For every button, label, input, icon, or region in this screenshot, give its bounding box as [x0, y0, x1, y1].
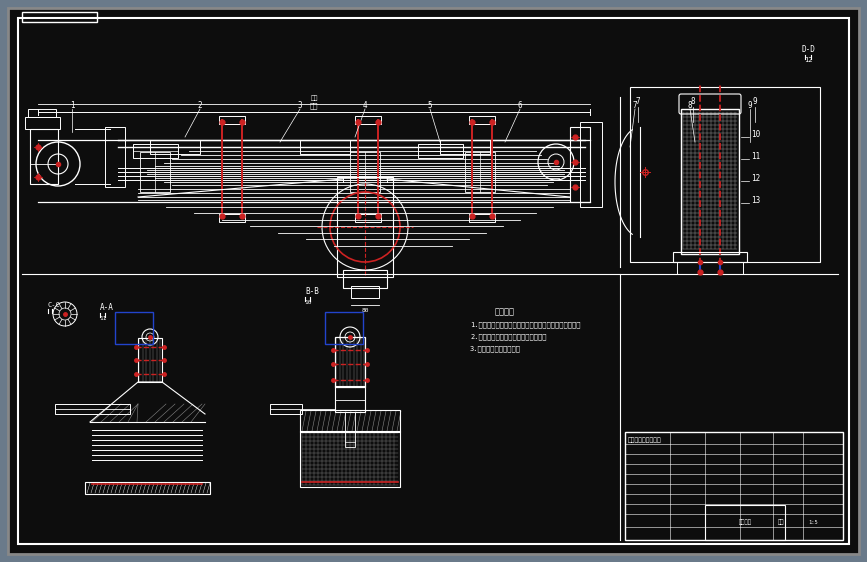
Bar [705, 505, 785, 540]
Text: 技术要求: 技术要求 [495, 307, 515, 316]
Bar [351, 286, 379, 298]
Text: 8: 8 [691, 97, 695, 106]
Bar [219, 214, 245, 222]
Bar [150, 140, 200, 154]
Text: 图纸编号: 图纸编号 [739, 519, 752, 525]
Text: 7: 7 [636, 97, 641, 106]
Bar [469, 116, 495, 124]
Bar [337, 177, 393, 277]
Bar [55, 404, 130, 414]
Bar [270, 404, 302, 414]
Text: 13: 13 [751, 196, 760, 205]
Bar [85, 482, 210, 494]
Bar [465, 152, 495, 192]
Bar [673, 252, 747, 262]
Bar [440, 140, 490, 154]
Bar [580, 122, 602, 207]
Bar [325, 312, 363, 344]
Text: 5: 5 [427, 101, 433, 110]
Bar [25, 117, 60, 129]
Bar [335, 386, 365, 412]
Bar [105, 127, 125, 187]
Bar [140, 152, 170, 192]
Text: 11: 11 [751, 152, 760, 161]
Text: 1: 1 [69, 101, 75, 110]
Bar [355, 116, 381, 124]
Bar [300, 431, 400, 487]
Bar [219, 116, 245, 124]
Text: 总长: 总长 [310, 102, 318, 108]
Text: 10: 10 [304, 300, 312, 305]
Text: B-B: B-B [305, 287, 319, 296]
Text: 11: 11 [99, 316, 107, 321]
Bar [350, 152, 380, 192]
Bar [418, 144, 463, 158]
Text: A-A: A-A [100, 303, 114, 312]
Text: 1.钢板弹簧表面采用抛丸处理工艺来提高钢板弹簧寿命。: 1.钢板弹簧表面采用抛丸处理工艺来提高钢板弹簧寿命。 [470, 321, 581, 328]
Text: 3.刚工表面均匀无气泡。: 3.刚工表面均匀无气泡。 [470, 345, 521, 352]
Text: 4: 4 [362, 101, 368, 110]
Bar [570, 127, 590, 202]
Text: 总长: 总长 [310, 96, 317, 101]
Bar [300, 140, 350, 154]
Text: 2.使用厂家标准组件有良好的互换性。: 2.使用厂家标准组件有良好的互换性。 [470, 333, 546, 339]
Bar [677, 262, 743, 274]
Text: 中型货车后悬架设计: 中型货车后悬架设计 [628, 437, 662, 443]
Text: 12: 12 [751, 174, 760, 183]
Bar [355, 214, 381, 222]
Bar [115, 312, 153, 344]
Text: 80: 80 [362, 307, 368, 312]
Text: 9: 9 [747, 101, 753, 110]
Text: 7: 7 [633, 101, 637, 110]
Text: C-C: C-C [48, 302, 61, 308]
Text: 比例: 比例 [778, 519, 785, 525]
Text: 12: 12 [804, 57, 812, 63]
Bar [30, 129, 58, 184]
Bar [138, 338, 162, 382]
Bar [345, 412, 355, 447]
Text: 1:5: 1:5 [808, 519, 818, 524]
Text: 6: 6 [518, 101, 522, 110]
Bar [681, 109, 739, 254]
Bar [133, 144, 178, 158]
Text: 10: 10 [751, 130, 760, 139]
Bar [22, 12, 97, 22]
Text: 8: 8 [688, 101, 693, 110]
Bar [625, 432, 843, 540]
Bar [300, 410, 400, 432]
Bar [343, 270, 387, 288]
Text: 3: 3 [297, 101, 303, 110]
Text: 9: 9 [753, 97, 757, 106]
Bar [335, 337, 365, 387]
Text: D-D: D-D [801, 45, 815, 54]
Bar [28, 109, 56, 117]
Text: 2: 2 [198, 101, 202, 110]
Bar [469, 214, 495, 222]
Bar [630, 87, 820, 262]
